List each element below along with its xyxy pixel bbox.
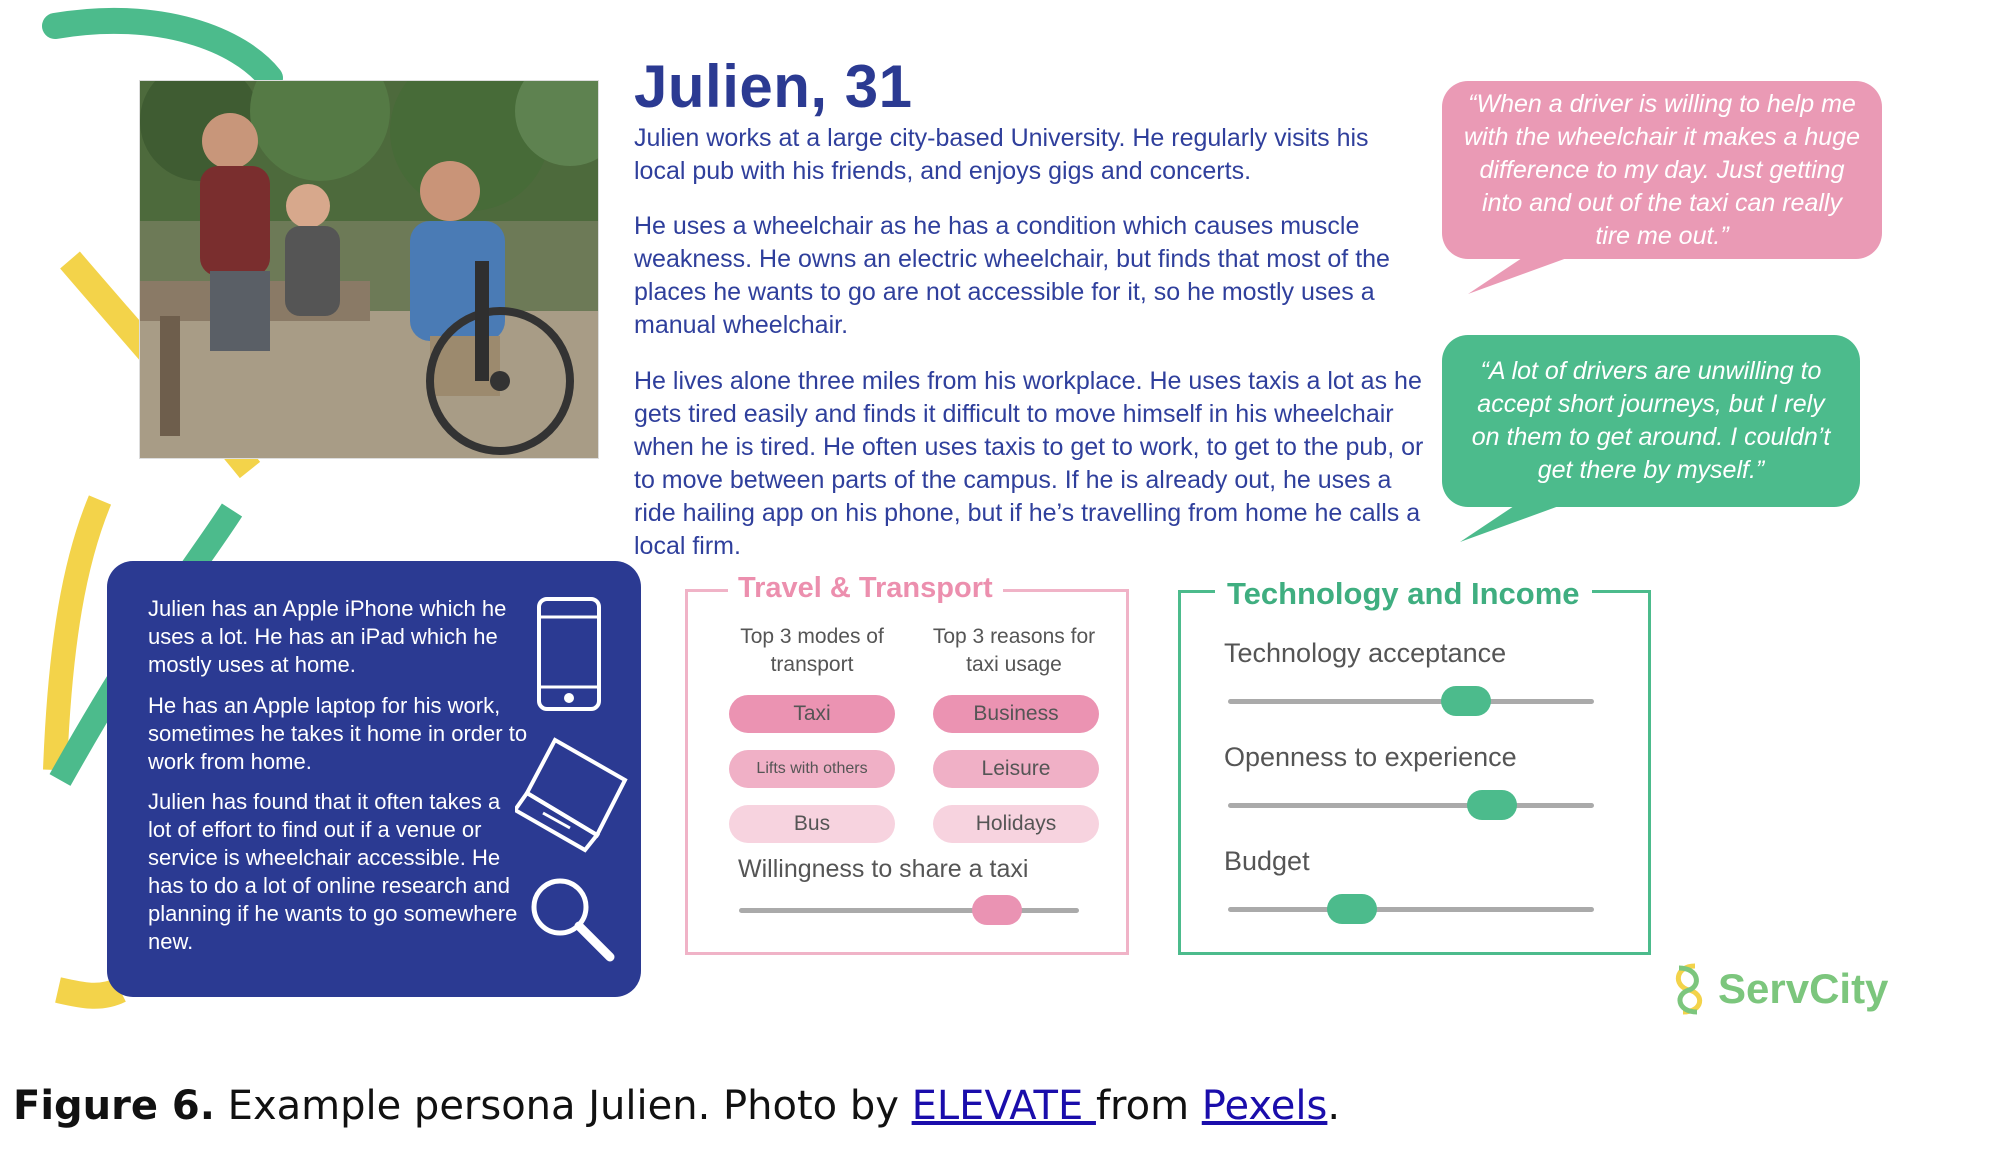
laptop-icon: [515, 737, 628, 853]
figure-caption: Figure 6. Example persona Julien. Photo …: [13, 1083, 1340, 1129]
slider-track: [1228, 699, 1594, 704]
slider-knob: [1466, 790, 1517, 820]
quote-bubble-pink: “When a driver is willing to help me wit…: [1442, 81, 1882, 259]
technology-acceptance-label: Technology acceptance: [1224, 638, 1507, 668]
servcity-logo-icon: [1676, 963, 1702, 1015]
tech-income-title: Technology and Income: [1215, 576, 1592, 612]
budget-label: Budget: [1224, 846, 1310, 876]
servcity-logo-text: ServCity: [1718, 965, 1889, 1012]
research-paragraph: Julien has found that it often takes a l…: [148, 789, 518, 954]
phone-paragraph: Julien has an Apple iPhone which he uses…: [148, 596, 507, 677]
modes-header: Top 3 modes of transport: [740, 625, 884, 676]
travel-panel-title: Travel & Transport: [728, 572, 1003, 605]
slider-track: [739, 908, 1079, 913]
bubble-tail-green: [1460, 502, 1570, 542]
slider-knob: [972, 895, 1023, 925]
slider-track: [1228, 803, 1594, 808]
reason-pill: Business: [933, 695, 1099, 733]
bubble-tail-pink: [1468, 254, 1578, 294]
persona-photo: [139, 80, 599, 459]
condition-paragraph: He uses a wheelchair as he has a conditi…: [634, 212, 1390, 339]
smartphone-icon: [537, 597, 601, 711]
pexels-link[interactable]: Pexels: [1201, 1083, 1328, 1129]
mode-pill: Taxi: [729, 695, 895, 733]
reasons-header: Top 3 reasons for taxi usage: [932, 625, 1096, 676]
openness-label: Openness to experience: [1224, 742, 1517, 772]
transport-paragraph: He lives alone three miles from his work…: [634, 367, 1424, 560]
intro-paragraph: Julien works at a large city-based Unive…: [634, 124, 1369, 185]
slider-knob: [1327, 894, 1378, 924]
reason-pill: Leisure: [933, 750, 1099, 788]
caption-label: Figure 6.: [13, 1083, 215, 1129]
slider-track: [1228, 907, 1594, 912]
magnifier-icon: [531, 878, 615, 962]
laptop-paragraph: He has an Apple laptop for his work, som…: [148, 693, 528, 774]
slider-knob: [1440, 686, 1491, 716]
mode-pill: Bus: [729, 805, 895, 843]
willingness-label: Willingness to share a taxi: [738, 855, 1029, 883]
persona-title: Julien, 31: [634, 53, 913, 120]
elevate-link[interactable]: ELEVATE: [911, 1083, 1096, 1129]
caption-middle: from: [1095, 1083, 1190, 1129]
technology-box: [107, 561, 641, 997]
caption-end: .: [1327, 1083, 1341, 1129]
quote-bubble-green: “A lot of drivers are unwilling to accep…: [1442, 335, 1860, 507]
caption-text: Example persona Julien. Photo by: [227, 1083, 899, 1129]
mode-pill: Lifts with others: [729, 750, 895, 788]
reason-pill: Holidays: [933, 805, 1099, 843]
